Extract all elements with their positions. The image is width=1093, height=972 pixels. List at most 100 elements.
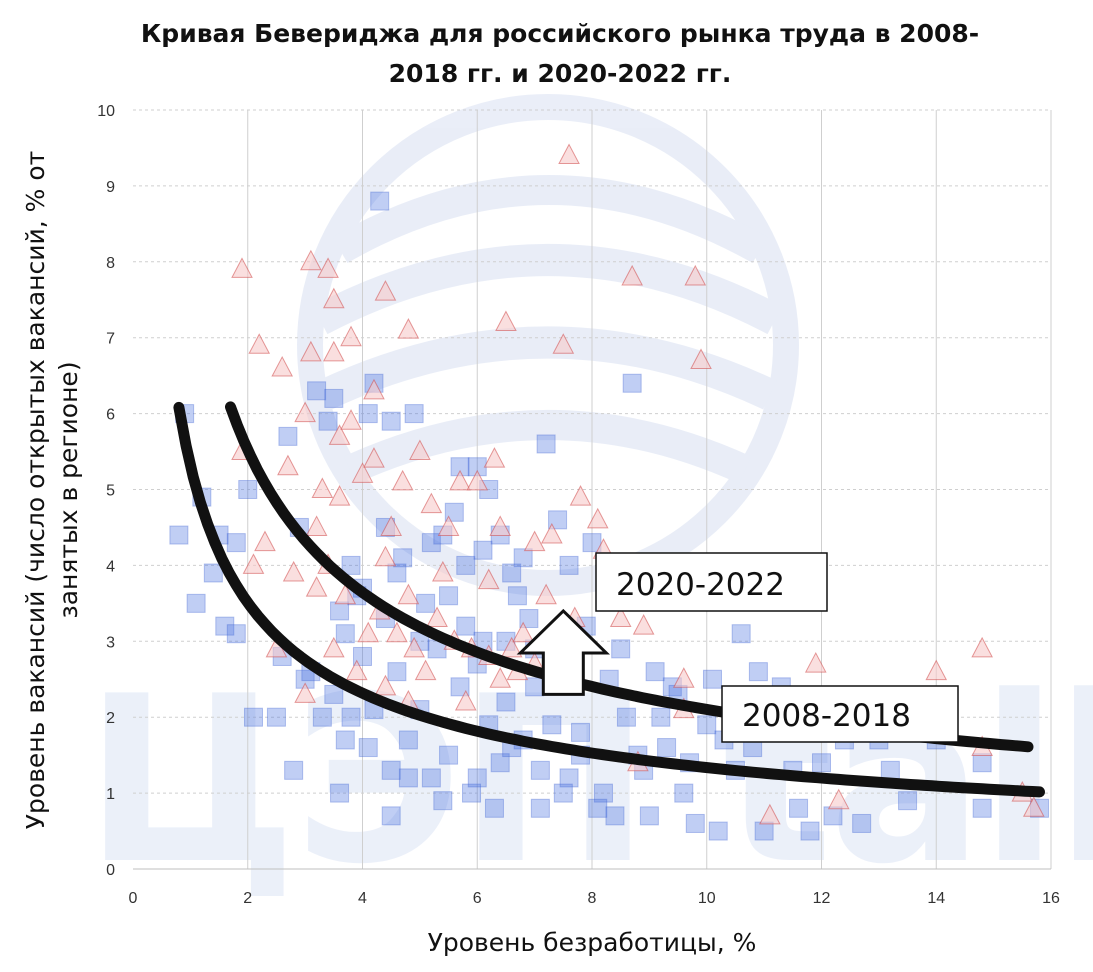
y-tick-label: 7 xyxy=(106,331,115,348)
point-2020-2022 xyxy=(971,636,993,658)
chart-title-line2: 2018 гг. и 2020-2022 гг. xyxy=(388,59,732,88)
point-2020-2022 xyxy=(380,515,403,536)
point-2020-2022 xyxy=(322,287,345,309)
point-2008-2018 xyxy=(519,609,539,629)
point-2008-2018 xyxy=(972,753,992,773)
point-2020-2022 xyxy=(925,659,948,681)
point-2020-2022 xyxy=(374,545,397,567)
y-tick-label: 8 xyxy=(106,255,115,272)
point-2008-2018 xyxy=(421,533,441,553)
y-tick-label: 0 xyxy=(106,862,115,879)
point-2008-2018 xyxy=(616,707,636,727)
chart-title-line1: Кривая Бевериджа для российского рынка т… xyxy=(140,19,980,48)
point-2008-2018 xyxy=(318,411,338,431)
point-2020-2022 xyxy=(305,576,328,597)
point-2020-2022 xyxy=(414,659,437,681)
point-2008-2018 xyxy=(353,646,372,666)
point-2008-2018 xyxy=(559,768,579,788)
y-tick-labels: 0 1 2 3 4 5 6 7 8 9 10 xyxy=(97,103,115,879)
y-tick-label: 2 xyxy=(106,710,115,727)
x-tick-label: 10 xyxy=(698,890,716,907)
point-2008-2018 xyxy=(203,563,223,583)
point-2008-2018 xyxy=(462,783,482,803)
point-2020-2022 xyxy=(231,257,253,278)
point-2008-2018 xyxy=(278,426,298,446)
point-2008-2018 xyxy=(467,768,487,788)
curve-label-text: 2008-2018 xyxy=(742,698,911,734)
point-2020-2022 xyxy=(632,614,655,635)
point-2020-2022 xyxy=(305,515,328,536)
point-2020-2022 xyxy=(495,310,517,332)
point-2008-2018 xyxy=(852,813,872,833)
shift-arrow xyxy=(516,608,610,696)
y-tick-label: 4 xyxy=(106,558,115,575)
point-2008-2018 xyxy=(490,753,510,773)
point-2008-2018 xyxy=(972,798,992,818)
point-2020-2022 xyxy=(328,485,351,506)
point-2008-2018 xyxy=(324,388,344,408)
point-2020-2022 xyxy=(684,264,707,286)
point-2020-2022 xyxy=(586,507,609,529)
watermark-globe-icon xyxy=(297,94,799,596)
point-2008-2018 xyxy=(266,707,286,727)
point-2008-2018 xyxy=(416,593,436,613)
point-2020-2022 xyxy=(271,355,294,377)
point-2020-2022 xyxy=(242,553,265,574)
point-2020-2022 xyxy=(357,621,380,643)
point-2008-2018 xyxy=(421,768,441,788)
point-2008-2018 xyxy=(507,586,527,606)
point-2020-2022 xyxy=(363,378,385,400)
point-2020-2022 xyxy=(300,340,322,362)
point-2020-2022 xyxy=(759,803,781,825)
point-2008-2018 xyxy=(404,404,424,424)
point-2020-2022 xyxy=(466,469,489,491)
point-2008-2018 xyxy=(341,555,361,575)
x-tick-label: 12 xyxy=(813,890,831,907)
point-2008-2018 xyxy=(502,563,522,583)
point-2020-2022 xyxy=(420,492,443,514)
point-2020-2022 xyxy=(483,447,506,468)
y-tick-label: 6 xyxy=(106,407,115,424)
point-2008-2018 xyxy=(398,768,418,788)
point-2020-2022 xyxy=(277,454,299,476)
point-2008-2018 xyxy=(330,783,350,803)
point-2008-2018 xyxy=(381,806,401,826)
point-2020-2022 xyxy=(351,462,374,483)
point-2008-2018 xyxy=(593,783,613,803)
point-2008-2018 xyxy=(611,639,631,659)
x-axis-title: Уровень безработицы, % xyxy=(428,928,757,957)
point-2020-2022 xyxy=(294,682,316,703)
x-tick-label: 4 xyxy=(358,890,367,907)
point-2020-2022 xyxy=(386,621,408,643)
point-2008-2018 xyxy=(226,624,246,644)
point-2008-2018 xyxy=(605,806,625,826)
x-tick-label: 8 xyxy=(588,890,597,907)
point-2020-2022 xyxy=(322,636,345,658)
point-2020-2022 xyxy=(541,522,563,544)
point-2008-2018 xyxy=(530,760,550,780)
point-2008-2018 xyxy=(898,791,918,811)
point-2008-2018 xyxy=(697,715,717,735)
point-2008-2018 xyxy=(284,760,304,780)
point-2020-2022 xyxy=(454,689,477,711)
point-2020-2022 xyxy=(334,583,357,605)
point-2008-2018 xyxy=(381,760,401,780)
point-2020-2022 xyxy=(449,469,471,491)
point-2008-2018 xyxy=(553,783,573,803)
point-2020-2022 xyxy=(500,636,523,658)
point-2008-2018 xyxy=(312,707,332,727)
point-2020-2022 xyxy=(294,401,316,423)
point-2008-2018 xyxy=(473,540,493,560)
curve-label-box xyxy=(595,552,828,612)
y-tick-label: 3 xyxy=(106,634,115,651)
point-2020-2022 xyxy=(804,651,827,673)
point-2008-2018 xyxy=(548,510,568,530)
point-2008-2018 xyxy=(398,730,418,750)
point-2020-2022 xyxy=(322,340,345,362)
point-2008-2018 xyxy=(324,684,344,704)
point-2020-2022 xyxy=(558,143,580,165)
point-2020-2022 xyxy=(672,667,695,688)
y-axis-title: Уровень вакансий (число открытых ваканси… xyxy=(21,151,83,829)
point-2020-2022 xyxy=(489,667,512,688)
